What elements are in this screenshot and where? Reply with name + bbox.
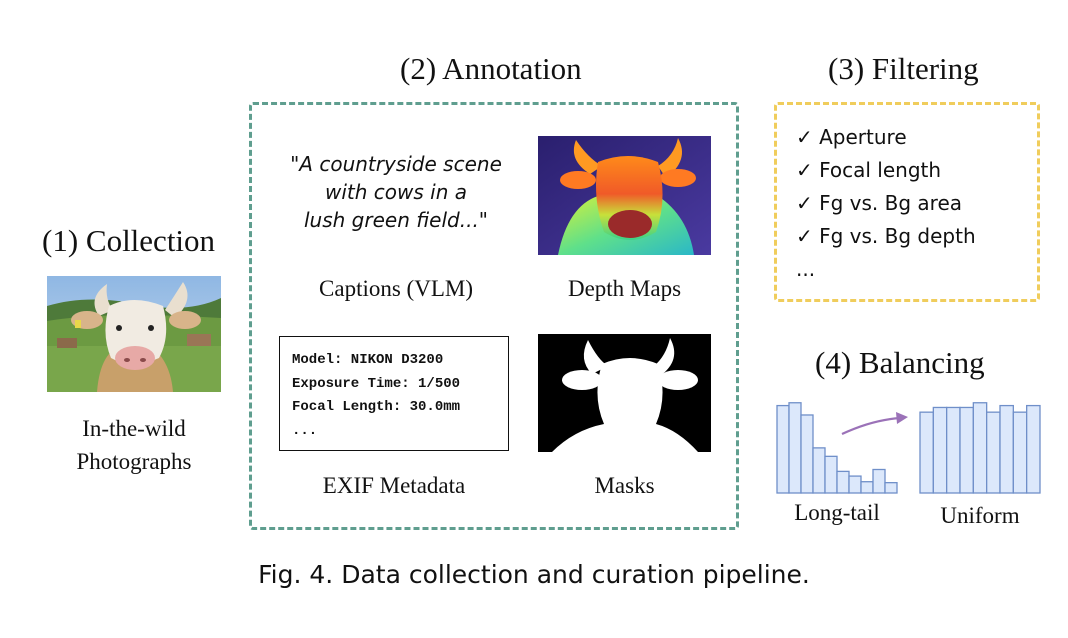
mask-image <box>538 334 711 452</box>
figure-caption: Fig. 4. Data collection and curation pip… <box>258 560 810 589</box>
cow-photo <box>47 276 221 392</box>
exif-label: EXIF Metadata <box>322 473 466 498</box>
caption-line: with cows in a <box>324 180 467 204</box>
filter-item-fg-bg-depth: ✓ Fg vs. Bg depth <box>796 224 976 248</box>
uniform-bar <box>959 406 974 494</box>
uniform-bar <box>932 406 948 494</box>
uniform-bar <box>1012 411 1028 494</box>
filter-item-focal-length: ✓ Focal length <box>796 158 942 182</box>
long-tail-bar <box>836 470 850 494</box>
exif-line: Focal Length: 30.0mm <box>292 399 461 415</box>
long-tail-bar <box>872 468 886 494</box>
filter-item-aperture: ✓ Aperture <box>796 125 907 149</box>
uniform-label: Uniform <box>940 503 1020 528</box>
filter-item-more: ... <box>796 257 816 281</box>
uniform-bar <box>972 402 988 494</box>
long-tail-histogram <box>776 402 898 494</box>
collection-heading: (1) Collection <box>42 223 216 258</box>
vlm-caption-quote: "A countryside scene with cows in a lush… <box>276 150 516 234</box>
long-tail-bar <box>776 404 790 494</box>
long-tail-bar <box>884 482 898 494</box>
filtering-box <box>774 102 1040 302</box>
long-tail-bar <box>860 481 874 494</box>
filter-item-fg-bg-area: ✓ Fg vs. Bg area <box>796 191 963 215</box>
uniform-bar <box>946 406 961 494</box>
balancing-arrow-icon <box>841 412 908 435</box>
uniform-bar <box>1026 404 1041 494</box>
long-tail-bar <box>812 447 826 494</box>
long-tail-bar <box>824 455 838 494</box>
caption-line: lush green field..." <box>304 208 488 232</box>
uniform-bar <box>999 404 1014 494</box>
long-tail-bar <box>788 402 802 494</box>
masks-label: Masks <box>594 473 655 498</box>
collection-label-line2: Photographs <box>76 449 192 474</box>
exif-line: Model: NIKON D3200 <box>292 352 444 368</box>
long-tail-label: Long-tail <box>794 500 880 525</box>
balancing-heading: (4) Balancing <box>815 345 985 380</box>
uniform-histogram <box>919 402 1041 494</box>
depth-maps-label: Depth Maps <box>567 276 682 301</box>
captions-label: Captions (VLM) <box>319 276 473 301</box>
annotation-box <box>249 102 739 530</box>
filtering-heading: (3) Filtering <box>828 51 979 86</box>
exif-metadata-box: Model: NIKON D3200 Exposure Time: 1/500 … <box>279 336 509 451</box>
exif-line: ... <box>292 422 318 439</box>
caption-line: "A countryside scene <box>290 152 502 176</box>
filtering-criteria-list: ✓ Aperture ✓ Focal length ✓ Fg vs. Bg ar… <box>796 121 976 286</box>
uniform-bar <box>986 411 1001 494</box>
uniform-bar <box>919 411 934 494</box>
long-tail-bar <box>800 414 814 494</box>
depth-map-image <box>538 136 711 255</box>
annotation-heading: (2) Annotation <box>400 51 582 86</box>
collection-label-line1: In-the-wild <box>82 416 186 441</box>
long-tail-bar <box>848 475 862 494</box>
exif-line: Exposure Time: 1/500 <box>292 375 461 392</box>
